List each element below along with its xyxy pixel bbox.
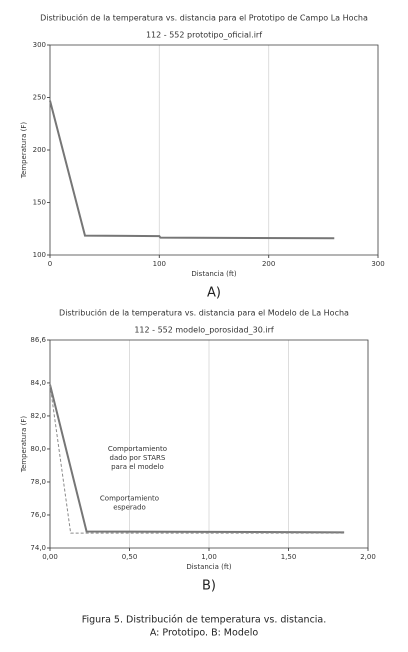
chart-title: Distribución de la temperatura vs. dista… <box>59 308 349 318</box>
x-tick-label: 1,50 <box>281 553 297 561</box>
x-tick-label: 1,00 <box>201 553 217 561</box>
y-tick-label: 78,0 <box>30 478 46 486</box>
x-tick-label: 0,00 <box>42 553 58 561</box>
y-tick-label: 86,6 <box>30 336 46 344</box>
plot-frame <box>49 44 379 256</box>
y-tick-label: 80,0 <box>30 445 46 453</box>
data-line <box>49 384 345 534</box>
x-tick-label: 200 <box>262 260 275 268</box>
y-tick-label: 100 <box>33 251 46 259</box>
y-tick-label: 84,0 <box>30 379 46 387</box>
annotation: para el modelo <box>111 463 164 471</box>
y-tick-label: 74,0 <box>30 544 46 552</box>
plot-frame <box>49 339 369 549</box>
y-axis-label: Temperatura (F) <box>20 122 28 179</box>
y-tick-label: 150 <box>33 199 46 207</box>
y-tick-label: 82,0 <box>30 412 46 420</box>
y-tick-label: 250 <box>33 94 46 102</box>
y-tick-label: 200 <box>33 146 46 154</box>
x-axis-label: Distancia (ft) <box>191 270 237 278</box>
data-line <box>49 100 335 240</box>
annotation: dado por STARS <box>110 454 166 462</box>
x-axis-label: Distancia (ft) <box>186 563 232 571</box>
x-tick-label: 0 <box>48 260 52 268</box>
chart-title: Distribución de la temperatura vs. dista… <box>40 13 368 23</box>
y-tick-label: 300 <box>33 41 46 49</box>
annotation: esperado <box>113 503 146 511</box>
x-tick-label: 2,00 <box>360 553 376 561</box>
caption: Figura 5. Distribución de temperatura vs… <box>82 615 327 626</box>
panel-label: A) <box>207 286 221 301</box>
x-tick-label: 0,50 <box>122 553 138 561</box>
chart-subtitle: 112 - 552 modelo_porosidad_30.irf <box>134 326 274 335</box>
x-tick-label: 300 <box>371 260 384 268</box>
y-tick-label: 76,0 <box>30 511 46 519</box>
x-tick-label: 100 <box>153 260 166 268</box>
caption: A: Prototipo. B: Modelo <box>150 628 259 639</box>
data-line <box>49 384 345 534</box>
panel-label: B) <box>202 579 216 594</box>
annotation: Comportamiento <box>100 494 159 502</box>
y-axis-label: Temperatura (F) <box>20 416 28 473</box>
chart-subtitle: 112 - 552 prototipo_oficial.irf <box>146 31 262 40</box>
annotation: Comportamiento <box>108 445 167 453</box>
